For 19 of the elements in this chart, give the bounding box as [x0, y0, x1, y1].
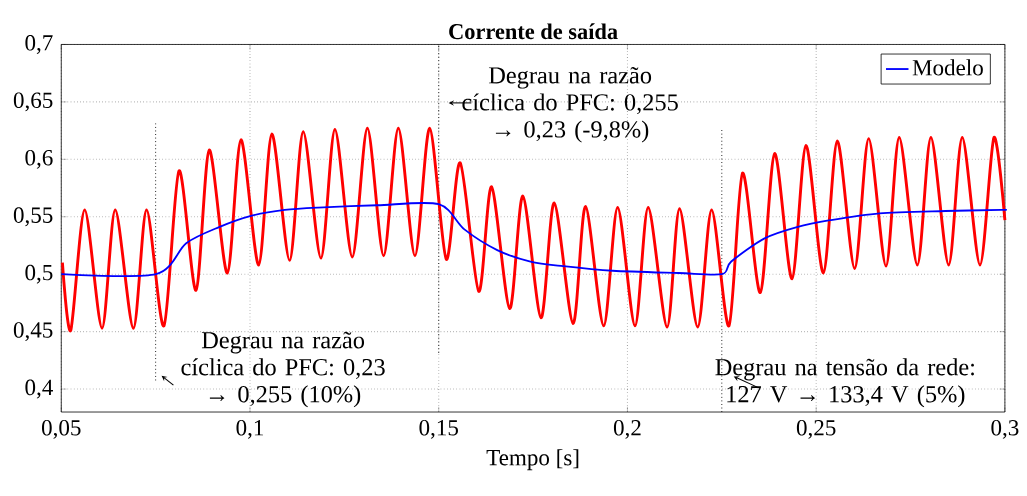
annotation: Degrau na tensão da rede: 127 V → 133,4 V (5%) — [715, 358, 974, 408]
x-tick-label: 0,2 — [613, 419, 641, 439]
y-tick-label: 0,55 — [13, 207, 53, 227]
chart-title: Corrente de saída — [449, 23, 618, 40]
x-tick-label: 0,05 — [41, 419, 81, 439]
y-tick-label: 0,45 — [13, 322, 53, 342]
x-tick-label: 0,3 — [991, 419, 1019, 439]
annotation: Degrau na razão cíclica do PFC: 0,255 → 0,23 (-9,8%) — [462, 66, 678, 143]
legend-label: Modelo — [912, 59, 983, 76]
y-tick-label: 0,5 — [25, 264, 53, 284]
annotation: Degrau na razão cíclica do PFC: 0,23 → 0,255 (10%) — [181, 331, 385, 408]
x-tick-label: 0,1 — [236, 419, 264, 439]
x-tick-label: 0,15 — [419, 419, 458, 439]
y-tick-label: 0,65 — [13, 92, 53, 112]
y-tick-label: 0,4 — [25, 379, 53, 399]
y-tick-label: 0,7 — [25, 35, 53, 54]
x-axis-title: Tempo [s] — [486, 449, 579, 471]
x-tick-label: 0,25 — [796, 419, 836, 439]
y-tick-label: 0,6 — [25, 149, 53, 169]
